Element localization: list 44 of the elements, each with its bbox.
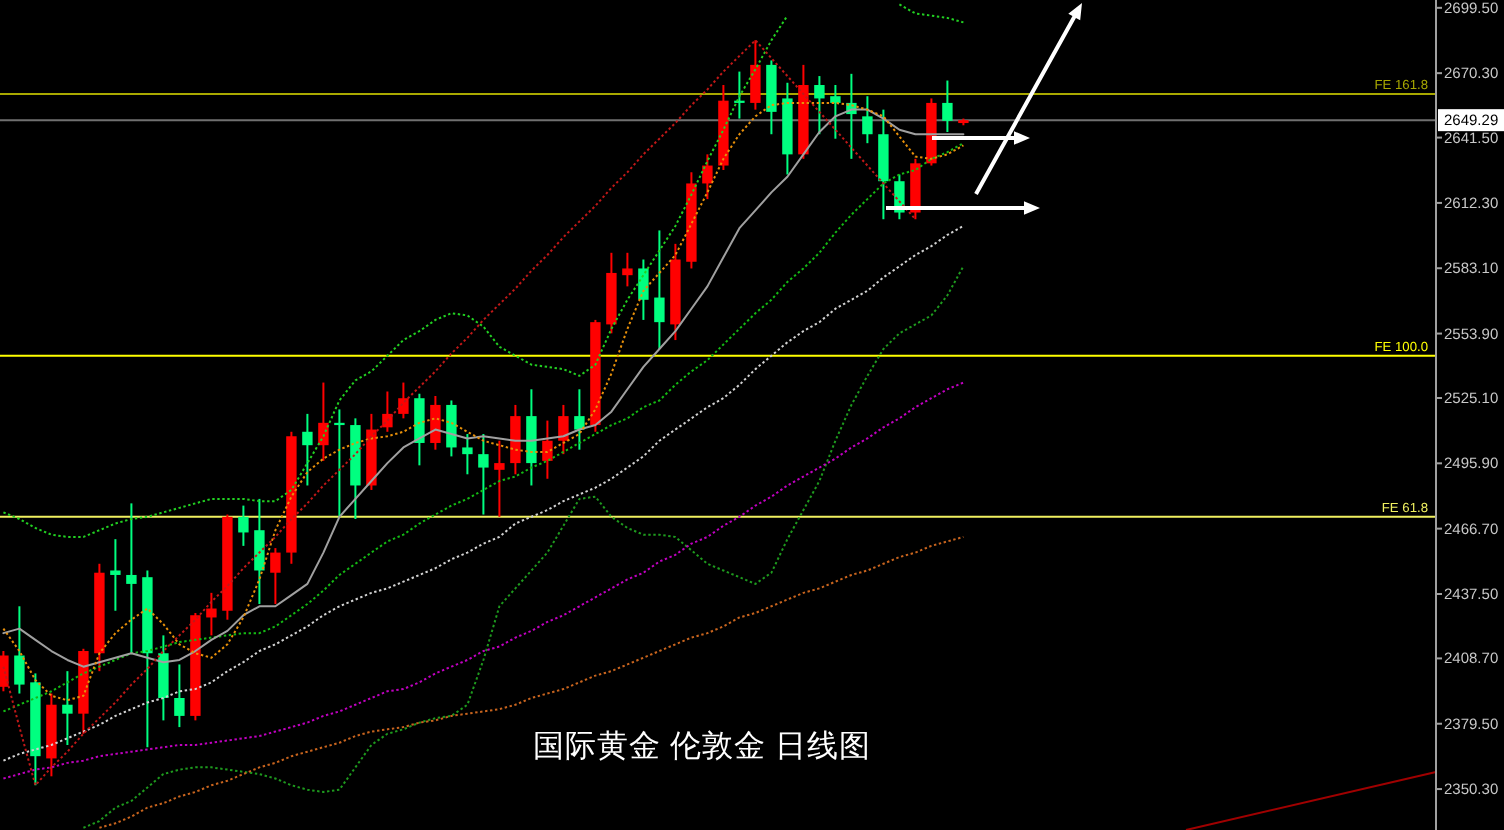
candlestick [766,59,777,136]
line-series [82,265,965,829]
candlestick [110,538,121,612]
candlestick [814,75,825,136]
candlestick [414,392,425,467]
line-series [2,39,917,787]
candlestick [638,258,649,321]
candlestick [830,84,841,140]
candlestick [206,591,217,637]
candlestick [494,439,505,518]
candlestick [302,412,313,487]
line-series [2,381,965,780]
candlestick [462,433,473,476]
line-series [98,535,965,829]
candlestick [430,394,441,451]
candlestick [174,663,185,729]
candlestick [942,79,953,133]
candlestick [510,403,521,476]
candlestick [398,381,409,420]
candlestick [574,388,585,451]
candlestick [238,504,249,547]
candlestick [750,39,761,111]
candlestick [334,408,345,518]
candlestick [158,634,169,722]
candlestick [878,108,889,221]
candlestick [14,605,25,695]
candlestick [126,502,137,655]
candlestick [62,670,73,746]
candlestick [318,381,329,462]
candlestick [558,403,569,456]
candlestick [254,497,265,606]
candlestick [654,229,665,350]
candlestick [862,95,873,145]
line-series [2,224,965,762]
candlestick [542,419,553,480]
candlestick [446,399,457,458]
candlestick [478,433,489,516]
text: 国际黄金 伦敦金 日线图 [533,728,871,764]
candlestick [270,547,281,606]
candlestick [0,650,9,693]
candlestick [622,251,633,288]
candlestick [702,153,713,201]
candlestick [734,70,745,120]
candlestick [526,388,537,487]
